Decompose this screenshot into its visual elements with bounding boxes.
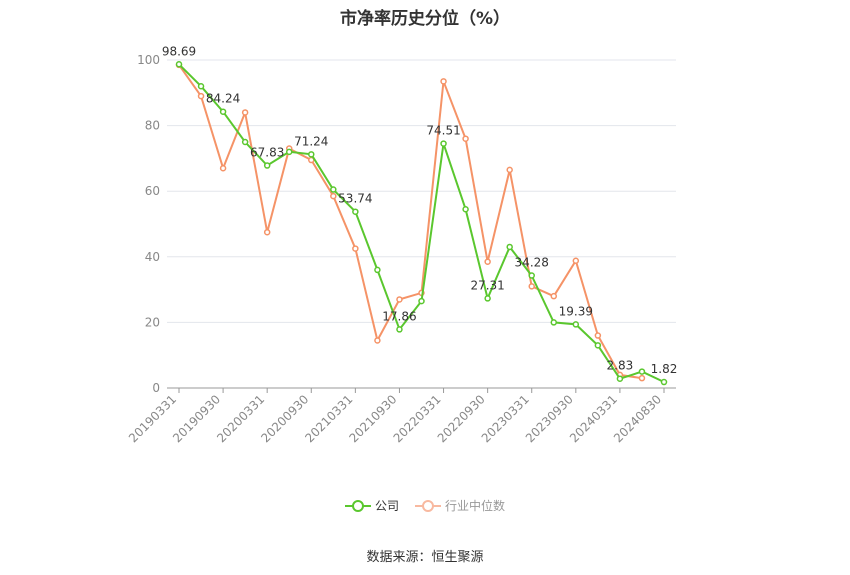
data-point	[263, 228, 271, 236]
data-point	[308, 151, 315, 158]
data-point	[484, 258, 491, 265]
series-lines	[175, 61, 668, 386]
data-point	[462, 205, 469, 213]
legend-item-industry-median[interactable]: 行业中位数	[415, 497, 505, 514]
data-point	[374, 337, 381, 344]
data-point	[462, 135, 469, 142]
data-point	[330, 186, 337, 193]
data-point	[352, 208, 359, 215]
data-label: 1.82	[651, 362, 678, 376]
series-line-company	[178, 63, 665, 383]
axes: 0204060801002019033120190930202003312020…	[126, 53, 676, 445]
data-point	[572, 257, 580, 264]
data-point	[440, 78, 447, 85]
data-point	[506, 243, 513, 251]
chart-title: 市净率历史分位（%）	[339, 9, 511, 29]
data-point	[638, 374, 646, 382]
data-label: 34.28	[515, 256, 549, 270]
line-chart: 0204060801002019033120190930202003312020…	[126, 44, 678, 445]
data-point	[374, 266, 381, 274]
data-point	[572, 321, 580, 328]
data-label: 67.83	[250, 146, 284, 160]
data-point	[352, 245, 359, 252]
y-tick-label: 40	[145, 250, 160, 264]
series-line-industry-median	[178, 64, 643, 380]
y-tick-label: 80	[145, 119, 160, 133]
data-point	[396, 326, 403, 333]
source-note: 数据来源：恒生聚源	[366, 550, 484, 565]
data-point	[219, 108, 227, 115]
data-point	[528, 272, 535, 279]
legend-swatch-company	[344, 499, 371, 513]
data-point	[506, 166, 513, 174]
data-point	[330, 192, 337, 200]
data-point	[241, 109, 249, 116]
data-label: 71.24	[294, 134, 328, 148]
legend-label-industry-median: 行业中位数	[445, 499, 506, 513]
data-point	[175, 61, 183, 68]
y-tick-label: 100	[137, 53, 160, 67]
data-point	[440, 140, 447, 147]
grid-lines	[167, 59, 676, 323]
data-label: 2.83	[607, 359, 634, 373]
data-label: 74.51	[426, 124, 460, 138]
data-labels: 98.69 84.24 67.83 71.24 53.74 17.86 74.51 27.31…	[162, 44, 678, 376]
data-point	[197, 92, 205, 100]
data-point	[594, 342, 602, 349]
data-label: 84.24	[206, 92, 240, 106]
data-point	[396, 296, 403, 303]
data-label: 27.31	[470, 278, 504, 292]
data-point	[594, 332, 602, 339]
data-point	[616, 375, 624, 382]
data-point	[660, 378, 668, 386]
data-label: 17.86	[382, 309, 416, 323]
data-point	[263, 162, 271, 169]
data-point	[550, 319, 558, 326]
y-tick-label: 0	[152, 381, 160, 395]
y-tick-label: 20	[145, 315, 160, 329]
data-point	[197, 82, 205, 90]
legend-swatch-industry-median	[415, 499, 441, 513]
data-point	[285, 148, 293, 156]
data-point	[219, 164, 227, 172]
data-point	[528, 283, 535, 290]
x-tick-label: 20240830	[611, 392, 664, 445]
data-point	[484, 295, 491, 302]
legend-label-company: 公司	[374, 499, 399, 513]
data-point	[550, 292, 558, 300]
data-label: 53.74	[338, 192, 372, 206]
data-label: 98.69	[162, 44, 196, 58]
legend: 公司 行业中位数	[0, 497, 850, 514]
data-label: 19.39	[559, 304, 593, 318]
y-tick-label: 60	[145, 184, 160, 198]
data-point	[638, 368, 646, 375]
data-point	[418, 297, 425, 305]
legend-item-company[interactable]: 公司	[344, 497, 399, 514]
data-point	[241, 138, 249, 146]
